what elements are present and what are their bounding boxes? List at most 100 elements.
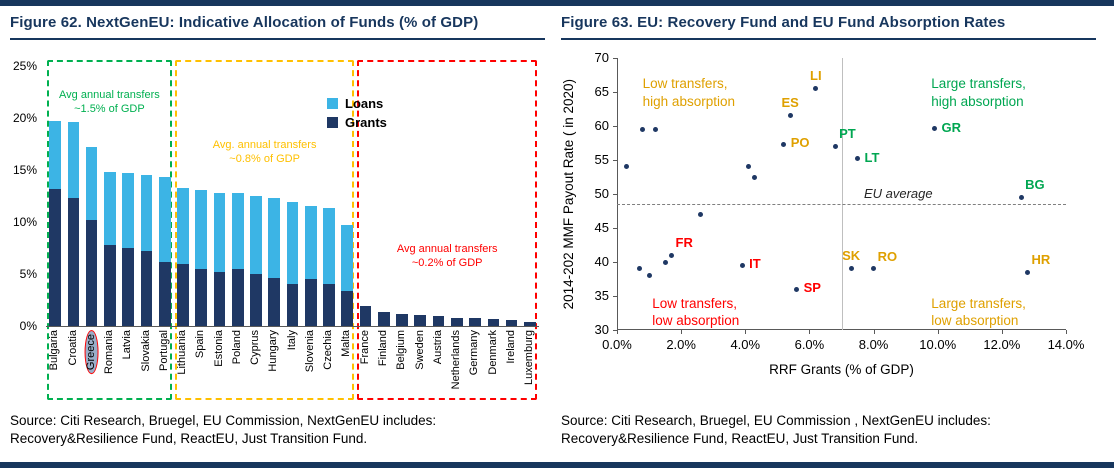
data-point xyxy=(646,273,652,279)
bar-grants-Greece xyxy=(85,219,98,326)
x-axis-label-text: Netherlands xyxy=(450,330,463,390)
data-point-BG xyxy=(1018,194,1024,200)
x-axis-label-Sweden: Sweden xyxy=(411,330,429,402)
bar-loans-Slovenia xyxy=(304,206,317,280)
x-axis-label-text: Cyprus xyxy=(249,330,262,365)
bar-loans-Romania xyxy=(104,172,116,245)
bar-grants-Sweden xyxy=(414,314,427,326)
x-axis-tick-label-10.0%: 10.0% xyxy=(919,337,957,352)
legend-label-loans: Loans xyxy=(345,96,384,111)
x-axis-label-Estonia: Estonia xyxy=(210,330,228,402)
x-axis-label-text: Finland xyxy=(377,330,389,367)
x-axis-tick-label-0.0%: 0.0% xyxy=(602,337,632,352)
x-axis-label-text: Lithuania xyxy=(176,330,189,375)
x-axis-tick-label-8.0%: 8.0% xyxy=(858,337,889,352)
x-axis-label-Luxemburg: Luxemburg xyxy=(521,330,539,402)
bar-grants-Netherlands xyxy=(450,317,463,326)
y-axis-tick-label: 25% xyxy=(12,59,37,73)
bar-grants-Portugal xyxy=(158,261,171,326)
data-point-PO xyxy=(781,141,787,147)
data-point-LI xyxy=(813,86,819,92)
bar-grants-France xyxy=(359,306,372,326)
data-point xyxy=(697,211,703,217)
eu-average-label: EU average xyxy=(863,186,933,202)
group-annotation-1: Avg. annual transfers ~0.8% of GDP xyxy=(212,139,317,166)
figure-62-bar-chart: Avg annual transfers ~1.5% of GDP Avg. an… xyxy=(10,44,545,404)
figure-62-title: Figure 62. NextGenEU: Indicative Allocat… xyxy=(10,8,545,40)
x-axis-tickmark xyxy=(873,330,875,334)
x-axis-label-Czechia: Czechia xyxy=(320,330,338,402)
bar-loans-Spain xyxy=(195,189,208,269)
x-axis-label-text: Latvia xyxy=(121,330,134,360)
x-axis-label-Romania: Romania xyxy=(101,330,119,402)
data-point-ES xyxy=(787,113,793,119)
data-point xyxy=(640,126,646,132)
quadrant-label-2: Low transfers, low absorption xyxy=(652,295,740,329)
data-point-GR xyxy=(932,126,937,132)
bar-grants-Estonia xyxy=(213,271,226,326)
point-label-BG: BG xyxy=(1025,177,1045,193)
x-axis-label-Ireland: Ireland xyxy=(502,330,520,402)
x-axis-label-Slovakia: Slovakia xyxy=(137,330,155,402)
point-label-SK: SK xyxy=(842,247,861,263)
bar-grants-Austria xyxy=(432,315,445,326)
x-axis-label-France: France xyxy=(356,330,374,402)
point-label-FR: FR xyxy=(675,235,693,251)
bar-grants-Malta xyxy=(341,290,354,326)
quadrant-label-1: Large transfers, high absorption xyxy=(931,76,1026,109)
figure-63-panel: Figure 63. EU: Recovery Fund and EU Fund… xyxy=(561,8,1096,460)
x-axis-label-Denmark: Denmark xyxy=(484,330,502,402)
data-point-SP xyxy=(794,286,800,292)
x-axis-label-text: Czechia xyxy=(322,330,335,370)
loans-color-swatch xyxy=(327,98,338,109)
x-axis-tickmark xyxy=(937,330,939,334)
quadrant-label-0: Low transfers, high absorption xyxy=(642,76,735,109)
y-axis-tickmark xyxy=(613,228,617,229)
bar-loans-Latvia xyxy=(122,173,134,248)
x-axis-label-Greece: Greece xyxy=(83,330,101,402)
bar-grants-Bulgaria xyxy=(49,188,61,326)
x-axis-tickmark xyxy=(1066,330,1067,334)
bar-grants-Finland xyxy=(377,312,390,326)
eu-average-line xyxy=(617,204,1066,206)
top-border-rule xyxy=(0,0,1114,6)
data-point xyxy=(624,164,630,170)
point-label-GR: GR xyxy=(941,119,962,135)
bar-grants-Ireland xyxy=(505,319,518,326)
x-axis-label-text: Ireland xyxy=(504,330,517,364)
data-point-IT xyxy=(739,262,745,268)
y-axis-tick-label-60: 60 xyxy=(594,118,609,133)
x-axis-label-text: France xyxy=(358,330,371,365)
y-axis-tickmark xyxy=(613,58,617,59)
bar-loans-Cyprus xyxy=(250,196,262,274)
y-axis-tick-label: 0% xyxy=(19,319,37,333)
grants-color-swatch xyxy=(327,117,338,128)
data-point-FR xyxy=(669,252,675,258)
x-axis-label-text: Italy xyxy=(285,330,298,351)
bar-loans-Italy xyxy=(286,202,299,285)
y-axis-tick-label-35: 35 xyxy=(594,288,609,303)
bar-grants-Poland xyxy=(231,268,244,326)
x-axis-label-text: Germany xyxy=(468,330,481,376)
group-box-2: Avg annual transfers ~0.2% of GDP xyxy=(357,60,537,400)
y-axis-tick-label-65: 65 xyxy=(594,84,609,99)
x-axis-label-Cyprus: Cyprus xyxy=(247,330,265,402)
group-box-1: Avg. annual transfers ~0.8% of GDP xyxy=(174,60,355,400)
data-point xyxy=(636,266,642,272)
x-axis-tick-label-6.0%: 6.0% xyxy=(794,337,825,352)
quadrant-label-3: Large transfers, low absorption xyxy=(931,295,1026,329)
bar-grants-Slovakia xyxy=(140,251,153,326)
bar-loans-Poland xyxy=(231,192,244,269)
bar-grants-Spain xyxy=(195,268,208,326)
x-axis-label-text: Spain xyxy=(194,330,207,359)
data-point xyxy=(752,174,758,180)
y-axis-tickmark xyxy=(613,126,617,127)
bar-grants-Latvia xyxy=(122,248,134,326)
x-axis-label-text: Bulgaria xyxy=(48,330,61,371)
x-axis-tickmark xyxy=(617,330,618,334)
x-axis-line xyxy=(46,326,539,327)
x-axis-label-Netherlands: Netherlands xyxy=(448,330,466,402)
x-axis-label-Latvia: Latvia xyxy=(119,330,137,402)
point-label-RO: RO xyxy=(877,248,898,264)
y-axis-tickmark xyxy=(613,262,617,263)
